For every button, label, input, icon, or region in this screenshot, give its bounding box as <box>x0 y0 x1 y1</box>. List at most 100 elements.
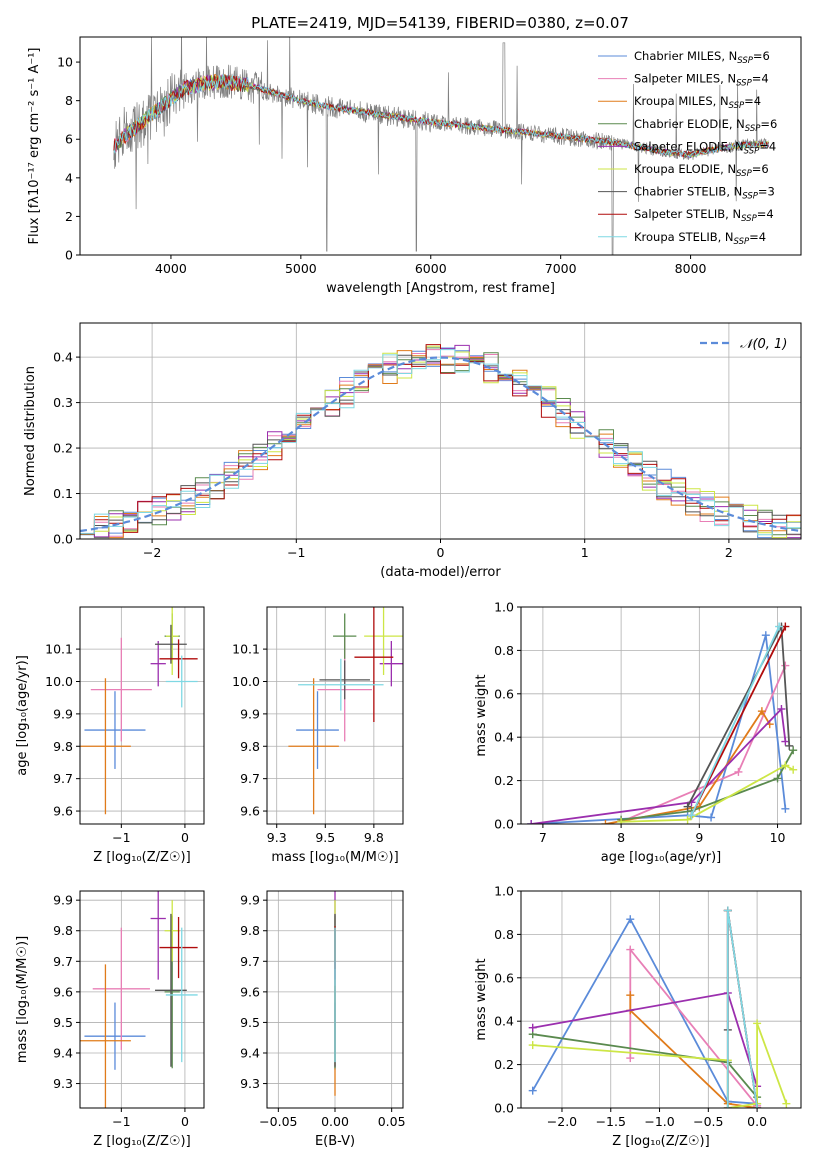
x-tick-label: 7 <box>539 830 547 845</box>
weight-marker <box>601 820 610 824</box>
errorbar-point <box>298 658 384 711</box>
x-tick-label: −0.05 <box>259 1114 297 1129</box>
x-axis-label: Z [log₁₀(Z/Z☉)] <box>612 1134 709 1149</box>
x-tick-label: 2 <box>725 545 733 560</box>
y-tick-label: 9.9 <box>53 893 73 908</box>
age-vs-metallicity-panel: −1 0 9.6 9.7 9.8 9.9 10.0 10.1 Z [log₁₀(Z/Z☉)] ag… <box>15 606 205 865</box>
model-spectrum <box>113 74 769 158</box>
y-tick-label: 10 <box>57 55 73 70</box>
weight-marker <box>683 815 692 824</box>
weight-marker <box>734 767 743 776</box>
legend-entry: Kroupa STELIB, NSSP=4 <box>634 230 766 247</box>
y-tick-label: 0.0 <box>494 1101 514 1116</box>
y-tick-label: 9.7 <box>53 954 73 969</box>
y-tick-label: 0.4 <box>494 1014 514 1029</box>
mass-vs-extinction-panel: −0.05 0.00 0.05 9.3 9.4 9.5 9.6 9.7 9.8 9.9 E(B-V) <box>240 890 406 1149</box>
errorbar-point <box>165 927 198 1063</box>
mass-vs-metallicity-panel: −1 0 9.3 9.4 9.5 9.6 9.7 9.8 9.9 Z [log₁₀(Z/Z☉)] m… <box>15 890 205 1149</box>
weight-marker <box>723 906 732 915</box>
y-axis-label: Flux [fλ10⁻¹⁷ erg cm⁻² s⁻¹ A⁻¹] <box>27 48 42 245</box>
y-tick-label: 0.6 <box>494 970 514 985</box>
y-tick-label: 0 <box>65 248 73 263</box>
x-axis-label: (data-model)/error <box>380 565 501 580</box>
residual-legend: 𝒩(0, 1) <box>700 337 787 352</box>
x-tick-label: 8 <box>617 830 625 845</box>
errorbar-point <box>159 916 198 979</box>
weight-series-line <box>531 707 787 824</box>
y-axis-label: mass weight <box>474 958 489 1040</box>
axes-frame <box>79 890 205 1109</box>
x-tick-label: −1 <box>112 1114 130 1129</box>
weight-marker <box>687 811 696 820</box>
y-axis-label: age [log₁₀(age/yr)] <box>15 655 30 776</box>
weight-marker <box>753 1019 762 1028</box>
plot-area <box>527 622 798 824</box>
errorbar-point <box>319 660 370 700</box>
y-tick-label: 9.8 <box>53 739 73 754</box>
axes-frame <box>79 36 802 256</box>
normal-reference-curve <box>80 356 799 533</box>
y-tick-label: 9.6 <box>53 984 73 999</box>
weight-marker <box>761 631 770 640</box>
legend-entry: Kroupa ELODIE, NSSP=6 <box>634 162 769 179</box>
x-tick-label: −1 <box>287 545 305 560</box>
y-tick-label: 0.4 <box>53 350 73 365</box>
axes-frame <box>520 890 802 1109</box>
axes-frame <box>79 606 205 825</box>
weight-marker <box>626 915 635 924</box>
age-vs-mass-panel: 9.3 9.5 9.8 9.6 9.7 9.8 9.9 10.0 10.1 mass [log₁₀… <box>232 606 404 865</box>
errorbar-point <box>150 641 166 687</box>
y-tick-label: 10.0 <box>45 674 73 689</box>
legend-entry: Chabrier MILES, NSSP=6 <box>634 49 770 66</box>
legend-entry: Salpeter MILES, NSSP=4 <box>634 72 769 89</box>
x-tick-label: 0.05 <box>378 1114 406 1129</box>
y-tick-label: 9.7 <box>240 954 260 969</box>
y-tick-label: 0.0 <box>53 532 73 547</box>
weight-marker <box>789 765 798 774</box>
weight-series-line <box>690 626 780 816</box>
y-tick-label: 9.7 <box>240 771 260 786</box>
weight-marker <box>528 1023 537 1032</box>
y-tick-label: 9.5 <box>53 1015 73 1030</box>
x-tick-label: 6000 <box>415 261 447 276</box>
weight-marker <box>781 761 790 770</box>
weight-marker <box>626 945 635 954</box>
plot-area <box>80 891 198 1108</box>
weight-marker <box>626 991 635 1000</box>
y-tick-label: 4 <box>65 170 73 185</box>
errorbar-point <box>84 691 146 769</box>
y-tick-label: 9.8 <box>240 923 260 938</box>
errorbar-point <box>288 678 339 815</box>
x-tick-label: 1 <box>581 545 589 560</box>
figure-title: PLATE=2419, MJD=54139, FIBERID=0380, z=0… <box>251 14 629 32</box>
y-tick-label: 9.3 <box>240 1076 260 1091</box>
y-tick-label: 2 <box>65 209 73 224</box>
errorbar-point <box>92 927 150 1050</box>
y-tick-label: 10.1 <box>232 642 260 657</box>
plot-area <box>528 906 791 1108</box>
errorbar-point <box>159 639 198 679</box>
weight-marker <box>789 746 798 755</box>
errorbar-point <box>364 607 403 676</box>
y-tick-label: 0.3 <box>53 395 73 410</box>
plot-area <box>113 37 769 255</box>
weight-marker <box>785 741 794 750</box>
weight-marker <box>777 704 786 713</box>
x-tick-label: 10 <box>770 830 786 845</box>
x-axis-label: mass [log₁₀(M/M☉)] <box>271 850 398 865</box>
residual-histogram-panel: −2 −1 0 1 2 0.0 0.1 0.2 0.3 0.4 (data-model)/error… <box>23 322 802 580</box>
weight-marker <box>781 737 790 746</box>
spectrum-panel: 4000 5000 6000 7000 8000 0 2 4 6 8 10 wavelength [A… <box>27 36 802 296</box>
y-tick-label: 9.6 <box>53 804 73 819</box>
weight-vs-age-panel: 7 8 9 10 0.0 0.2 0.4 0.6 0.8 1.0 age [log₁₀(age/yr… <box>474 600 802 865</box>
x-tick-label: 0 <box>181 830 189 845</box>
weight-series-line <box>531 917 758 1105</box>
legend-entry: Salpeter ELODIE, NSSP=4 <box>634 139 776 156</box>
x-tick-label: 5000 <box>285 261 317 276</box>
errorbar-point <box>165 607 179 676</box>
y-tick-label: 10.0 <box>232 674 260 689</box>
y-tick-label: 9.5 <box>240 1015 260 1030</box>
errorbar-point <box>165 655 198 708</box>
y-tick-label: 9.3 <box>53 1076 73 1091</box>
